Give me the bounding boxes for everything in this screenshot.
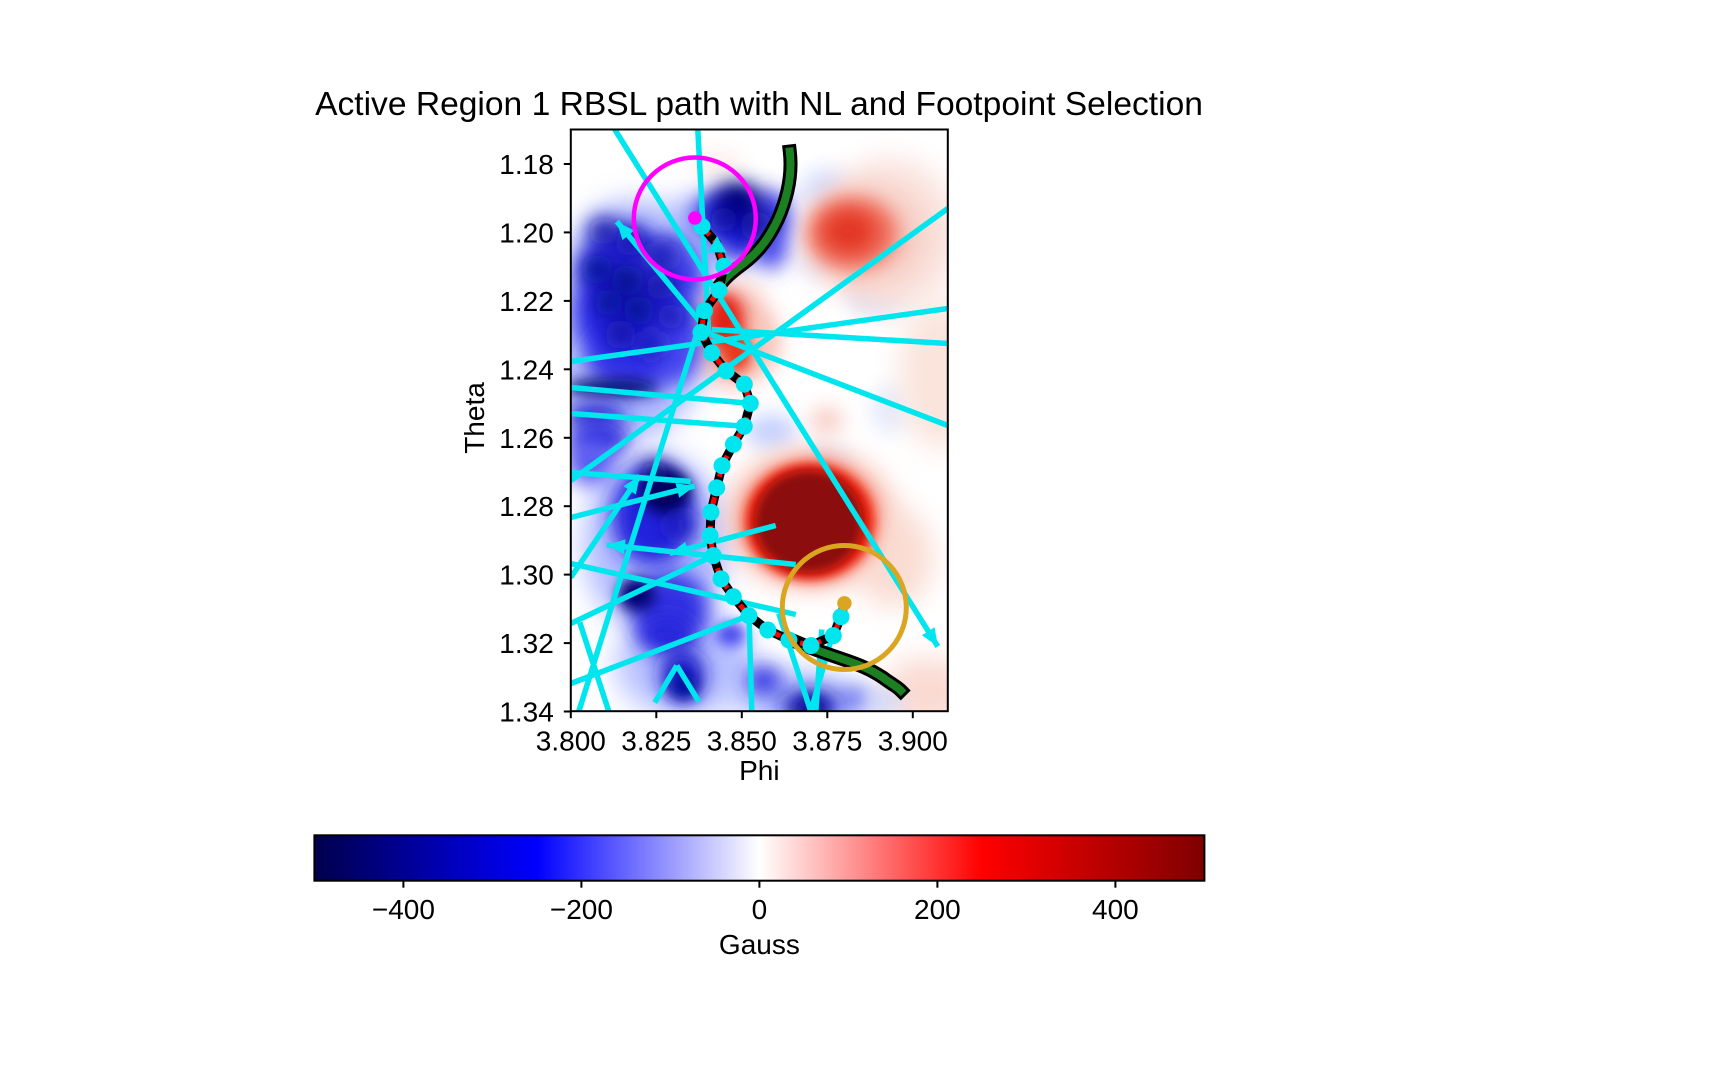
svg-text:1.30: 1.30 (499, 560, 554, 591)
svg-text:Theta: Theta (459, 382, 490, 454)
svg-text:3.800: 3.800 (536, 726, 606, 757)
svg-text:3.875: 3.875 (792, 726, 862, 757)
svg-text:−200: −200 (550, 894, 613, 925)
svg-text:200: 200 (914, 894, 961, 925)
svg-text:1.24: 1.24 (499, 354, 554, 385)
svg-text:3.825: 3.825 (621, 726, 691, 757)
svg-text:Gauss: Gauss (719, 929, 800, 960)
svg-text:1.18: 1.18 (499, 149, 554, 180)
svg-text:Phi: Phi (739, 755, 779, 786)
svg-text:1.32: 1.32 (499, 628, 554, 659)
svg-text:3.900: 3.900 (878, 726, 948, 757)
svg-text:−400: −400 (372, 894, 435, 925)
svg-text:1.22: 1.22 (499, 286, 554, 317)
svg-text:0: 0 (752, 894, 768, 925)
svg-text:400: 400 (1092, 894, 1139, 925)
svg-text:Active Region 1 RBSL path with: Active Region 1 RBSL path with NL and Fo… (315, 86, 1203, 123)
svg-text:1.26: 1.26 (499, 423, 554, 454)
svg-text:3.850: 3.850 (707, 726, 777, 757)
svg-text:1.34: 1.34 (499, 697, 554, 728)
svg-text:1.20: 1.20 (499, 217, 554, 248)
svg-text:1.28: 1.28 (499, 491, 554, 522)
